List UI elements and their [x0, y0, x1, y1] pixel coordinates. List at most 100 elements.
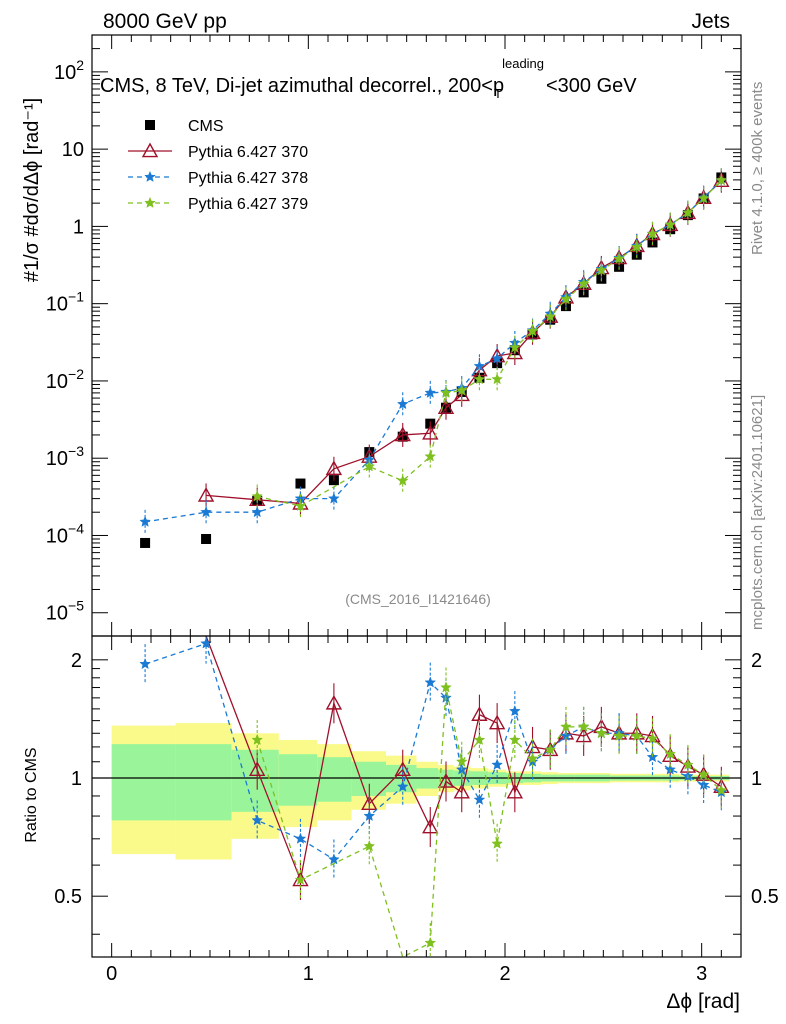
series-point-p378: [200, 506, 212, 518]
ratio-point-p379: [455, 755, 468, 767]
ratio-point-p378: [424, 676, 437, 688]
ratio-tick-label-right: 0.5: [751, 886, 779, 908]
x-tick-label: 0: [106, 963, 117, 985]
series-point-p379: [697, 192, 710, 204]
ratio-point-p370: [422, 818, 439, 834]
series-point-p379: [646, 227, 659, 239]
y-tick-label: 10−4: [46, 520, 84, 547]
ratio-tick-label-right: 2: [751, 650, 762, 672]
series-point-p379: [715, 174, 728, 186]
series-point-p379: [491, 373, 504, 385]
ratio-line-p379: [256, 687, 722, 958]
ratio-point-p378: [139, 657, 151, 670]
series-point-p378: [424, 386, 437, 398]
series-point-p378: [139, 515, 151, 527]
series-line-p370: [206, 180, 722, 505]
header-right: Jets: [691, 10, 730, 33]
rivet-label: Rivet 4.1.0, ≥ 400k events: [749, 82, 766, 255]
header-left: 8000 GeV pp: [103, 10, 227, 33]
series-point-p378: [251, 506, 264, 518]
uncertainty-bands: [92, 723, 741, 860]
series-line-p378: [144, 179, 722, 523]
series-point-p379: [613, 252, 625, 264]
legend: CMS Pythia 6.427 370 Pythia 6.427 378 Pythi…: [128, 118, 308, 213]
cms-point: [201, 534, 212, 545]
x-tick-label: 2: [499, 963, 510, 985]
ratio-point-p379: [473, 733, 486, 745]
series-point-p379: [455, 384, 468, 396]
ratio-point-p379: [424, 936, 437, 948]
series-point-p379: [630, 240, 643, 253]
x-axis-label: Δϕ [rad]: [666, 990, 740, 1013]
ratio-tick-label: 0.5: [54, 886, 82, 908]
ratio-point-p379: [294, 873, 307, 885]
ratio-point-p379: [613, 729, 625, 741]
ratio-point-p370: [488, 714, 506, 730]
ratio-point-p370: [575, 727, 592, 743]
ratio-point-p370: [506, 783, 524, 799]
series-point-p378: [396, 398, 409, 410]
legend-marker-p379: [144, 196, 156, 208]
series-point-p370: [524, 324, 541, 340]
cms-point: [140, 537, 151, 548]
ratio-point-p378: [491, 758, 504, 770]
series-point-p379: [424, 450, 437, 462]
legend-label: Pythia 6.427 379: [188, 196, 308, 213]
series-point-p378: [491, 352, 504, 364]
ratio-point-p378: [294, 832, 307, 844]
ratio-point-p379: [646, 732, 659, 744]
ratio-point-p370: [394, 761, 411, 776]
ratio-point-p379: [363, 840, 376, 852]
legend-label: Pythia 6.427 378: [188, 170, 308, 187]
y-tick-label: 10−1: [46, 289, 84, 316]
band-inner: [278, 754, 318, 806]
mcplots-label: mcplots.cern.ch [arXiv:2401.10621]: [749, 395, 766, 630]
legend-marker-p370: [141, 142, 159, 158]
ratio-point-p379: [544, 743, 557, 755]
ratio-point-p378: [328, 853, 340, 865]
band-inner: [175, 744, 232, 821]
series-point-p379: [294, 499, 307, 512]
series-point-p379: [544, 310, 557, 322]
band-inner: [231, 749, 279, 812]
ratio-point-p379: [664, 748, 677, 760]
y-axis-label: #1/σ #dσ/dΔϕ [rad⁻¹]: [21, 98, 43, 282]
ratio-point-p379: [630, 729, 643, 741]
ratio-point-p370: [325, 694, 343, 710]
y-tick-label: 10: [62, 139, 84, 161]
ratio-point-p379: [715, 784, 728, 796]
series-point-p379: [473, 373, 486, 385]
series-point-p378: [328, 492, 340, 504]
plot-title: CMS, 8 TeV, Di-jet azimuthal decorrel., …: [100, 56, 637, 101]
series-point-p379: [251, 490, 264, 502]
ratio-point-p379: [560, 720, 572, 732]
x-tick-label: 3: [696, 963, 707, 985]
watermark: (CMS_2016_I1421646): [345, 591, 491, 607]
legend-marker-cms: [145, 120, 155, 130]
ratio-point-p370: [361, 795, 378, 811]
ratio-point-p378: [508, 705, 521, 717]
series-layer: [139, 168, 730, 958]
ratio-point-p378: [646, 751, 659, 763]
series-point-p379: [396, 474, 409, 486]
ratio-point-p379: [491, 837, 504, 849]
ratio-point-p379: [595, 727, 608, 739]
series-point-p379: [440, 386, 452, 398]
ratio-point-p370: [249, 761, 266, 776]
legend-label: CMS: [188, 118, 224, 135]
y-tick-label: 102: [54, 57, 84, 84]
ratio-point-p379: [577, 720, 590, 732]
ratio-frame: [91, 635, 742, 958]
legend-marker-p378: [144, 170, 156, 182]
ratio-tick-label-right: 1: [751, 768, 762, 790]
ratio-point-p379: [682, 758, 694, 770]
y-tick-label: 10−5: [46, 598, 84, 625]
ratio-point-p379: [440, 681, 452, 693]
ratio-point-p378: [396, 780, 409, 792]
y-tick-label: 1: [73, 216, 84, 238]
series-point-p370: [394, 426, 411, 442]
y-tick-label: 10−2: [46, 366, 84, 393]
ratio-point-p379: [251, 733, 264, 745]
ratio-point-p370: [437, 773, 455, 788]
